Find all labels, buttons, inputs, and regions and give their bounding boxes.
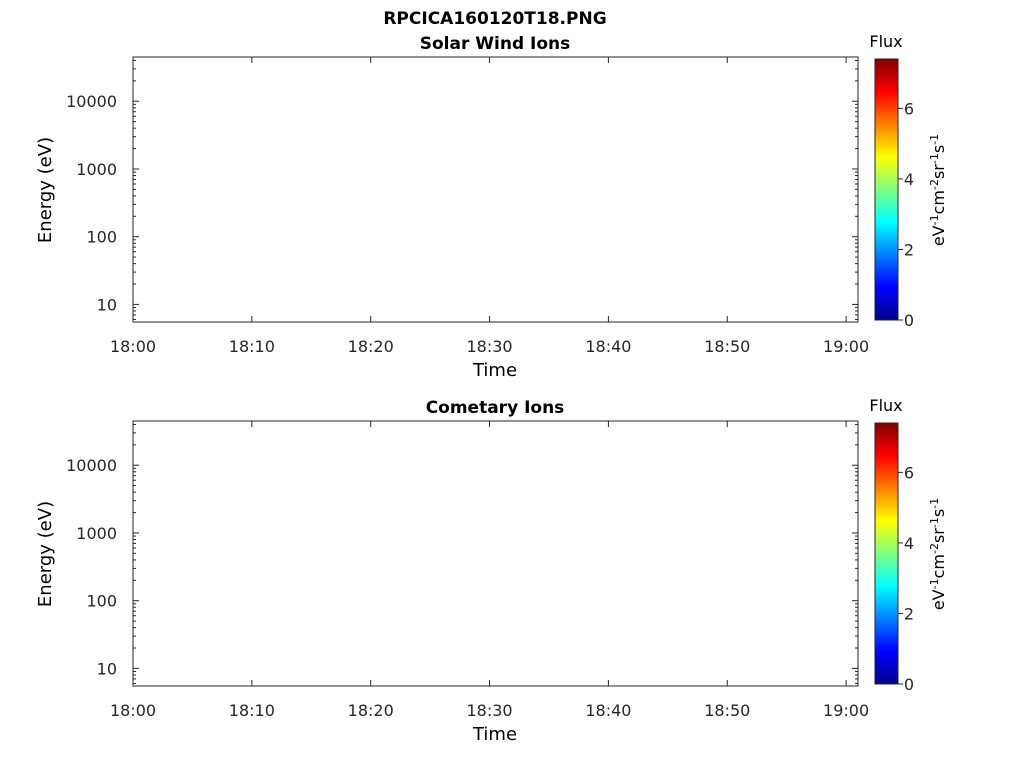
x-tick-label: 19:00 — [823, 337, 869, 356]
x-tick-label: 18:50 — [704, 701, 750, 720]
y-axis-label: Energy (eV) — [35, 501, 56, 607]
colorbar-ticks: 0 2 4 6 — [898, 463, 914, 694]
x-tick-label: 18:20 — [348, 337, 394, 356]
colorbar-title: Flux — [869, 32, 902, 51]
y-axis: 10 100 1000 10000 — [66, 423, 858, 684]
x-axis: 18:00 18:10 18:20 18:30 18:40 18:50 19:00 — [110, 57, 869, 356]
x-tick-label: 18:10 — [229, 337, 275, 356]
y-tick-label: 10000 — [66, 92, 117, 111]
colorbar: Flux 0 2 4 6 eV-1cm-2sr-1s-1 — [869, 32, 948, 330]
y-axis-label: Energy (eV) — [35, 137, 56, 243]
y-axis: 10 100 1000 10000 — [66, 59, 858, 320]
colorbar-tick-label: 2 — [904, 240, 914, 259]
colorbar-tick-label: 4 — [904, 534, 914, 553]
y-tick-label: 1000 — [76, 524, 117, 543]
y-tick-label: 10 — [97, 659, 117, 678]
colorbar: Flux 0 2 4 6 eV-1cm-2sr-1s-1 — [869, 396, 948, 694]
x-tick-label: 18:00 — [110, 337, 156, 356]
colorbar-tick-label: 4 — [904, 170, 914, 189]
colorbar-tick-label: 0 — [904, 675, 914, 694]
x-axis: 18:00 18:10 18:20 18:30 18:40 18:50 19:00 — [110, 421, 869, 720]
x-tick-label: 18:40 — [585, 337, 631, 356]
panel-solar-wind-ions: Solar Wind Ions 18:00 18:10 18:20 18:30 18:4… — [35, 32, 948, 381]
colorbar-gradient — [874, 422, 899, 685]
colorbar-title: Flux — [869, 396, 902, 415]
panel-title: Solar Wind Ions — [420, 34, 571, 54]
colorbar-tick-label: 2 — [904, 604, 914, 623]
colorbar-tick-label: 6 — [904, 99, 914, 118]
x-tick-label: 18:20 — [348, 701, 394, 720]
plot-frame — [132, 56, 859, 323]
x-tick-label: 18:30 — [467, 701, 513, 720]
x-tick-label: 18:40 — [585, 701, 631, 720]
x-tick-label: 19:00 — [823, 701, 869, 720]
panel-title: Cometary Ions — [426, 398, 565, 418]
y-tick-label: 1000 — [76, 160, 117, 179]
colorbar-units: eV-1cm-2sr-1s-1 — [928, 498, 948, 610]
x-tick-label: 18:00 — [110, 701, 156, 720]
x-axis-label: Time — [472, 724, 517, 745]
y-tick-label: 100 — [86, 592, 117, 611]
x-tick-label: 18:10 — [229, 701, 275, 720]
colorbar-tick-label: 0 — [904, 311, 914, 330]
x-axis-label: Time — [472, 360, 517, 381]
x-tick-label: 18:50 — [704, 337, 750, 356]
y-tick-label: 10000 — [66, 456, 117, 475]
colorbar-tick-label: 6 — [904, 463, 914, 482]
y-tick-label: 100 — [86, 228, 117, 247]
y-tick-label: 10 — [97, 295, 117, 314]
colorbar-gradient — [874, 58, 899, 321]
panel-cometary-ions: Cometary Ions 18:00 18:10 18:20 18:30 18:40 1… — [35, 396, 948, 745]
x-tick-label: 18:30 — [467, 337, 513, 356]
colorbar-ticks: 0 2 4 6 — [898, 99, 914, 330]
figure-title: RPCICA160120T18.PNG — [383, 9, 606, 29]
plot-frame — [132, 420, 859, 687]
colorbar-units: eV-1cm-2sr-1s-1 — [928, 134, 948, 246]
